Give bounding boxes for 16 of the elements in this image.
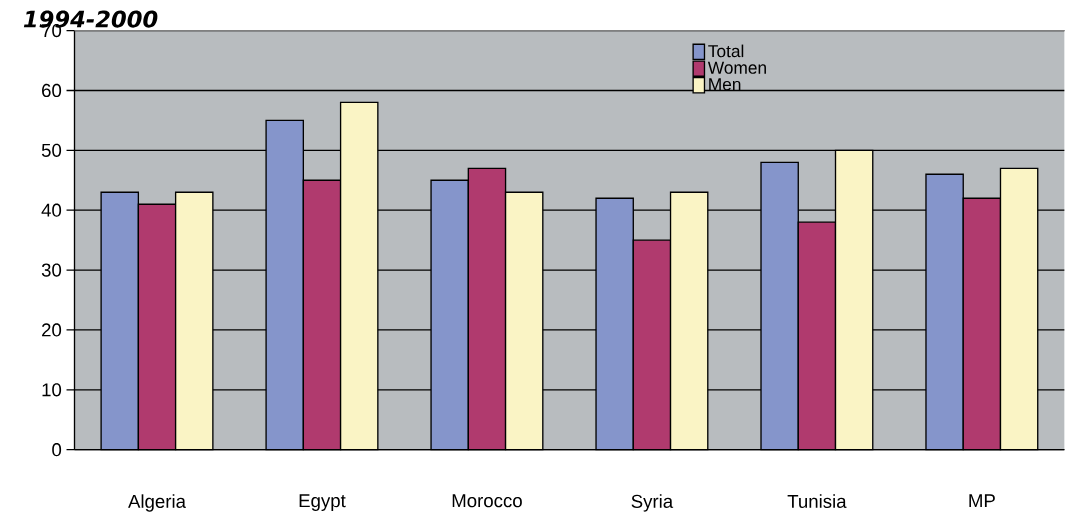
x-tick-label: Egypt	[299, 494, 346, 512]
x-tick-label: Syria	[631, 494, 674, 512]
x-tick-label: MP	[969, 494, 995, 508]
y-tick-label: 40	[41, 203, 62, 218]
y-tick-label: 10	[42, 383, 62, 397]
x-tick-label: Algeria	[128, 494, 186, 512]
x-tick-label: Morocco	[452, 494, 522, 508]
y-tick-label: 30	[41, 263, 62, 277]
y-tick-label: 0	[52, 443, 62, 457]
y-tick-label: 50	[41, 143, 62, 158]
y-tick-label: 60	[42, 84, 62, 98]
x-tick-label: Tunisia	[787, 494, 847, 509]
legend-label: Men	[709, 78, 741, 91]
legend-label: Total	[708, 44, 744, 58]
legend-label: Women	[707, 61, 766, 75]
y-tick-label: 20	[42, 323, 62, 337]
